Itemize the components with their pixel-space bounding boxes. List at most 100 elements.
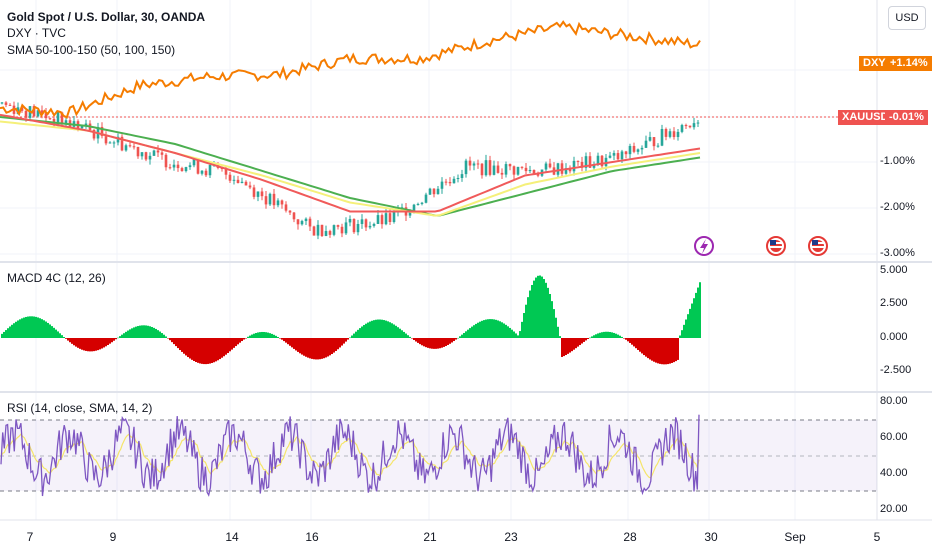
rsi-axis-label: 80.00 bbox=[880, 395, 908, 407]
currency-button[interactable]: USD bbox=[888, 6, 926, 30]
macd-legend[interactable]: MACD 4C (12, 26) bbox=[7, 271, 106, 285]
macd-bar bbox=[221, 338, 223, 358]
macd-bar bbox=[405, 333, 407, 338]
macd-bar bbox=[91, 338, 93, 352]
candle-body bbox=[372, 223, 376, 226]
date-label: 5 bbox=[873, 530, 881, 544]
macd-bar bbox=[301, 338, 303, 355]
candle-body bbox=[684, 125, 688, 127]
candle-body bbox=[432, 188, 436, 195]
macd-bar bbox=[665, 338, 667, 365]
us-event-flag-icon[interactable] bbox=[808, 236, 828, 256]
macd-bar bbox=[369, 321, 371, 338]
macd-bar bbox=[639, 338, 641, 352]
price-axis-label: -1.00% bbox=[880, 155, 915, 167]
rsi-axis-label: 20.00 bbox=[880, 503, 908, 515]
macd-bar bbox=[161, 333, 163, 338]
us-event-flag-icon[interactable] bbox=[766, 236, 786, 256]
candle-body bbox=[356, 223, 360, 233]
macd-bar bbox=[503, 323, 505, 338]
macd-bar bbox=[541, 276, 543, 338]
macd-bar bbox=[25, 316, 27, 338]
grid-lines bbox=[0, 0, 878, 520]
candle-body bbox=[352, 218, 356, 233]
macd-bar bbox=[69, 338, 71, 343]
macd-bar bbox=[401, 330, 403, 338]
candle-body bbox=[180, 168, 184, 172]
candle-body bbox=[148, 155, 152, 160]
candle-body bbox=[328, 231, 332, 235]
macd-bar bbox=[43, 320, 45, 338]
macd-bar bbox=[623, 338, 625, 339]
macd-bar bbox=[673, 338, 675, 363]
macd-bar bbox=[77, 338, 79, 348]
macd-bar bbox=[129, 329, 131, 338]
macd-bar bbox=[275, 335, 277, 338]
candle-body bbox=[0, 102, 4, 104]
candle-body bbox=[436, 188, 440, 195]
candle-body bbox=[24, 110, 28, 118]
candle-body bbox=[224, 168, 228, 175]
macd-bar bbox=[171, 338, 173, 343]
macd-bar bbox=[643, 338, 645, 356]
candle-body bbox=[628, 145, 632, 155]
macd-bar bbox=[79, 338, 81, 349]
macd-bar bbox=[679, 335, 681, 338]
macd-histogram bbox=[1, 275, 701, 365]
macd-bar bbox=[103, 338, 105, 348]
macd-bar bbox=[437, 338, 439, 349]
candle-body bbox=[248, 185, 252, 188]
macd-bar bbox=[583, 338, 585, 342]
macd-bar bbox=[357, 329, 359, 338]
candle-body bbox=[344, 222, 348, 234]
macd-bar bbox=[251, 334, 253, 338]
rsi-legend[interactable]: RSI (14, close, SMA, 14, 2) bbox=[7, 401, 153, 415]
macd-bar bbox=[561, 338, 563, 357]
candle-body bbox=[536, 173, 540, 176]
compare-symbol-legend[interactable]: DXY · TVC bbox=[7, 26, 66, 40]
chart-title[interactable]: Gold Spot / U.S. Dollar, 30, OANDA bbox=[7, 10, 206, 24]
sma-legend[interactable]: SMA 50-100-150 (50, 100, 150) bbox=[7, 43, 176, 57]
macd-bar bbox=[159, 331, 161, 338]
macd-bar bbox=[689, 308, 691, 338]
macd-bar bbox=[403, 331, 405, 338]
macd-bar bbox=[609, 331, 611, 338]
date-label: 21 bbox=[423, 530, 437, 544]
macd-bar bbox=[123, 333, 125, 338]
macd-bar bbox=[351, 335, 353, 338]
macd-bar bbox=[267, 332, 269, 338]
macd-bar bbox=[453, 338, 455, 342]
candle-body bbox=[420, 202, 424, 204]
candle-body bbox=[32, 106, 36, 117]
event-flash-icon[interactable] bbox=[694, 236, 714, 256]
macd-bar bbox=[195, 338, 197, 362]
macd-bar bbox=[203, 338, 205, 365]
macd-bar bbox=[169, 338, 171, 341]
macd-bar bbox=[29, 316, 31, 338]
macd-bar bbox=[451, 338, 453, 343]
macd-bar bbox=[3, 331, 5, 338]
macd-bar bbox=[155, 328, 157, 338]
macd-bar bbox=[177, 338, 179, 349]
macd-bar bbox=[373, 320, 375, 338]
candle-body bbox=[648, 137, 652, 141]
macd-bar bbox=[501, 322, 503, 338]
macd-bar bbox=[635, 338, 637, 349]
candle-body bbox=[696, 122, 700, 124]
macd-bar bbox=[505, 324, 507, 338]
candle-body bbox=[472, 163, 476, 166]
macd-bar bbox=[517, 335, 519, 338]
macd-bar bbox=[481, 320, 483, 338]
macd-bar bbox=[41, 319, 43, 338]
macd-bar bbox=[565, 338, 567, 356]
macd-bar bbox=[23, 317, 25, 338]
macd-bar bbox=[339, 338, 341, 348]
macd-bar bbox=[329, 338, 331, 356]
macd-bar bbox=[631, 338, 633, 345]
macd-bar bbox=[131, 328, 133, 338]
candle-body bbox=[268, 193, 272, 205]
candle-body bbox=[204, 170, 208, 176]
macd-axis-label: 5.000 bbox=[880, 264, 908, 276]
macd-bar bbox=[601, 332, 603, 338]
macd-bar bbox=[37, 317, 39, 338]
